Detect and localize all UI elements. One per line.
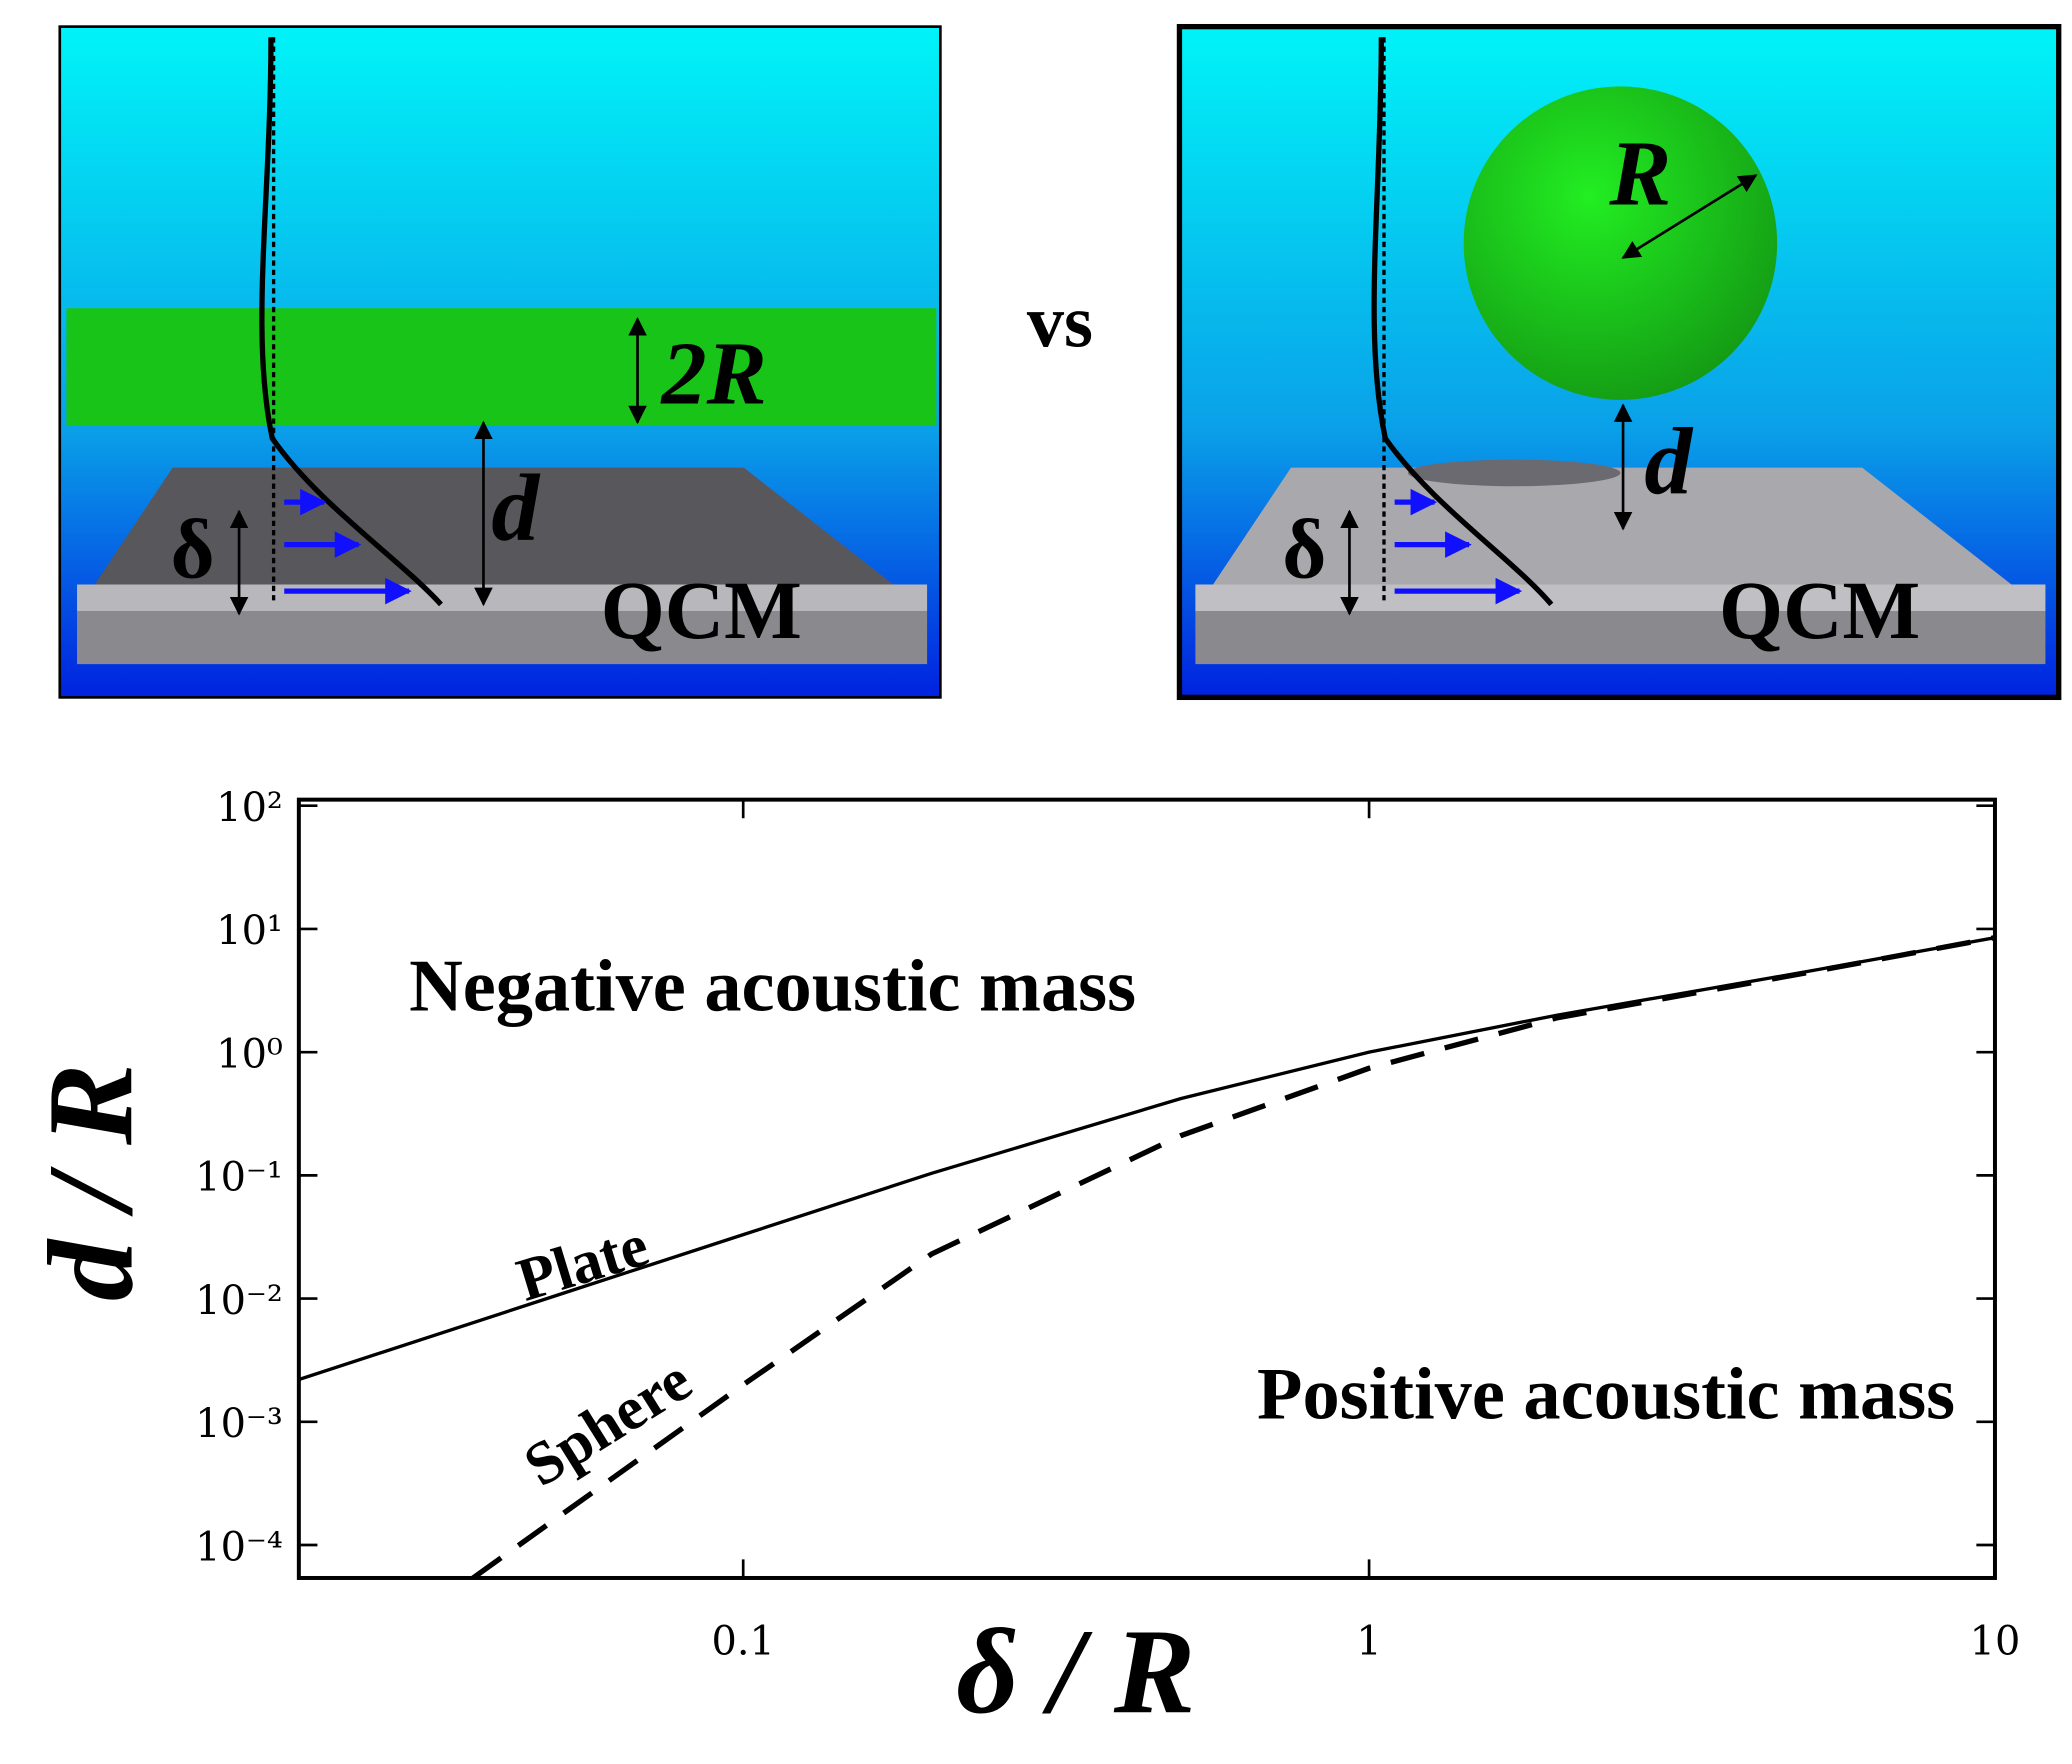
- series-line: [471, 935, 1995, 1578]
- velocity-profile: [1371, 37, 1554, 607]
- distance-label: d: [1644, 409, 1693, 515]
- slab-front: [1195, 611, 2046, 665]
- annotation: Positive acoustic mass: [1257, 1353, 1955, 1435]
- x-tick-label: 1: [1356, 1618, 1381, 1664]
- thickness-label: 2R: [659, 323, 766, 423]
- plate: [66, 308, 937, 426]
- sphere: [1463, 86, 1778, 400]
- x-axis-label: δ / R: [956, 1604, 1195, 1739]
- y-tick-label: 10⁻³: [195, 1401, 283, 1447]
- depth-label: δ: [171, 502, 215, 596]
- x-tick-label: 0.1: [712, 1618, 775, 1664]
- radius-arrow: [1621, 174, 1758, 259]
- vs-label: vs: [1027, 282, 1093, 364]
- series-label: Sphere: [513, 1347, 703, 1500]
- slab-front: [77, 611, 928, 665]
- distance-label: d: [491, 455, 540, 561]
- depth-label: δ: [1282, 502, 1326, 596]
- series-label: Plate: [510, 1212, 656, 1315]
- radius-label: R: [1608, 123, 1671, 226]
- y-axis-label: d / R: [24, 1063, 159, 1301]
- sensor-label: QCM: [601, 565, 802, 656]
- sensor-label: QCM: [1719, 565, 1920, 656]
- y-tick-label: 10⁻²: [195, 1278, 283, 1324]
- y-tick-label: 10⁻⁴: [195, 1524, 283, 1570]
- sphere-panel: δ R d QCM: [1176, 23, 2062, 701]
- x-tick-label: 10: [1970, 1618, 2021, 1664]
- y-tick-label: 10²: [216, 785, 283, 831]
- shadow: [1407, 459, 1621, 487]
- annotation: Negative acoustic mass: [409, 946, 1136, 1028]
- y-tick-label: 10⁻¹: [195, 1155, 283, 1201]
- y-tick-label: 10¹: [216, 908, 283, 954]
- plot-frame: [296, 797, 1997, 1580]
- y-tick-label: 10⁰: [216, 1031, 283, 1077]
- velocity-profile: [259, 37, 443, 607]
- plate-panel: δ 2R d QCM: [58, 25, 942, 699]
